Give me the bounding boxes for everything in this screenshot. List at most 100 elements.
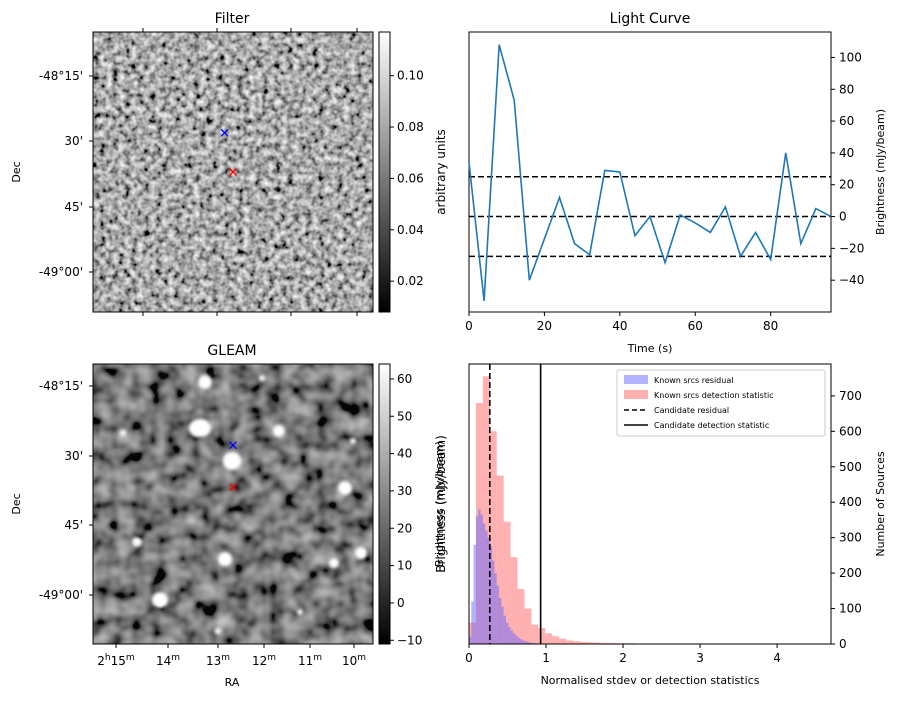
histogram-bar <box>513 633 515 644</box>
histogram-bar <box>497 586 499 644</box>
filter-y-tick-label: -48°15' <box>39 69 83 83</box>
histogram-bar <box>531 625 538 644</box>
histogram-bar <box>511 631 513 644</box>
histogram-bar <box>566 640 573 644</box>
colorbar-tick-label: 40 <box>397 447 412 461</box>
legend-entry: Known srcs detection statistic <box>654 391 774 400</box>
colorbar-tick-label: −10 <box>397 633 422 647</box>
histogram-bar <box>559 639 566 644</box>
histogram-bar <box>522 640 524 644</box>
legend-entry: Known srcs residual <box>654 376 733 385</box>
histogram-bar <box>474 545 476 644</box>
histogram-bar <box>478 509 480 644</box>
histogram-y-tick-label: 0 <box>839 637 847 651</box>
histogram-bar <box>492 561 494 644</box>
histogram-bar <box>518 638 520 644</box>
colorbar-tick-label: 0 <box>397 596 405 610</box>
colorbar-tick-label: 30 <box>397 484 412 498</box>
histogram-y-tick-label: 700 <box>839 389 862 403</box>
gleam-image <box>93 364 373 644</box>
colorbar-tick-label: 0.02 <box>397 274 424 288</box>
filter-y-tick-label: 30' <box>64 134 83 148</box>
histogram-bar <box>501 607 503 644</box>
filter-y-tick-label: -49°00' <box>39 265 83 279</box>
histogram-bar <box>485 531 487 644</box>
colorbar-tick-label: 0.04 <box>397 223 424 237</box>
filter-colorbar-ticks: 0.02 0.04 0.06 0.08 0.10 <box>390 69 424 289</box>
histogram-x-tick-label: 0 <box>465 651 473 665</box>
gleam-title: GLEAM <box>207 343 256 359</box>
legend-patch <box>624 390 648 399</box>
histogram-bar <box>504 616 506 644</box>
gleam-x-tick-label: 13m <box>206 653 230 668</box>
lightcurve-x-ticks: 0 20 40 60 80 <box>465 312 778 333</box>
histogram-x-tick-label: 4 <box>773 651 781 665</box>
gleam-panel: GLEAM <box>10 343 448 689</box>
histogram-y-tick-label: 300 <box>839 531 862 545</box>
histogram-y-tick-label: 400 <box>839 495 862 509</box>
gleam-x-tick-label: 14m <box>156 653 180 668</box>
legend-entry: Candidate residual <box>654 406 729 415</box>
histogram-left-label: Brightness (mJy/beam) <box>433 441 446 567</box>
lightcurve-x-tick-label: 40 <box>612 319 627 333</box>
histogram-bar <box>471 601 473 644</box>
histogram-y-tick-label: 600 <box>839 424 862 438</box>
histogram-y-tick-label: 200 <box>839 566 862 580</box>
lightcurve-y-tick-label: 80 <box>839 82 854 96</box>
histogram-y-label: Number of Sources <box>874 451 887 557</box>
lightcurve-x-tick-label: 20 <box>537 319 552 333</box>
lightcurve-x-tick-label: 80 <box>763 319 778 333</box>
lightcurve-x-tick-label: 0 <box>465 319 473 333</box>
filter-y-ticks: -48°15' 30' 45' -49°00' <box>39 69 93 279</box>
lightcurve-title: Light Curve <box>610 11 691 27</box>
histogram-bar <box>515 635 517 644</box>
lightcurve-x-label: Time (s) <box>627 342 673 355</box>
histogram-x-tick-label: 3 <box>696 651 704 665</box>
histogram-x-tick-label: 2 <box>619 651 627 665</box>
colorbar-tick-label: 60 <box>397 372 412 386</box>
histogram-y-tick-label: 500 <box>839 460 862 474</box>
histogram-bar <box>506 623 508 644</box>
gleam-y-tick-label: 45' <box>64 518 83 532</box>
gleam-x-tick-label: 11m <box>298 653 322 668</box>
histogram-legend: Known srcs residual Known srcs detection… <box>617 370 825 436</box>
histogram-bar <box>545 633 552 644</box>
colorbar-tick-label: 20 <box>397 521 412 535</box>
lightcurve-y-tick-label: 60 <box>839 114 854 128</box>
filter-y-tick-label: 45' <box>64 200 83 214</box>
colorbar-tick-label: 0.08 <box>397 120 424 134</box>
lightcurve-y-tick-label: 20 <box>839 178 854 192</box>
histogram-y-ticks: 0 100 200 300 400 500 600 700 <box>831 389 862 651</box>
histogram-bar <box>518 589 525 644</box>
legend-patch <box>624 375 648 384</box>
lightcurve-series-line <box>469 45 831 301</box>
gleam-y-label: Dec <box>10 493 23 514</box>
lightcurve-y-tick-label: −20 <box>839 241 864 255</box>
gleam-y-ticks: -48°15' 30' 45' -49°00' <box>39 379 93 602</box>
filter-title: Filter <box>215 11 250 27</box>
lightcurve-x-tick-label: 60 <box>688 319 703 333</box>
colorbar-tick-label: 50 <box>397 409 412 423</box>
colorbar-tick-label: 0.06 <box>397 171 424 185</box>
histogram-bar <box>483 523 485 644</box>
filter-y-label: Dec <box>10 161 23 182</box>
colorbar-tick-label: 0.10 <box>397 69 424 83</box>
lightcurve-y-tick-label: 0 <box>839 210 847 224</box>
histogram-x-label: Normalised stdev or detection statistics <box>541 674 760 687</box>
legend-entry: Candidate detection statistic <box>654 421 769 430</box>
gleam-colorbar <box>379 364 390 644</box>
gleam-x-label: RA <box>225 676 240 689</box>
histogram-bar <box>481 515 483 644</box>
gleam-y-tick-label: -48°15' <box>39 379 83 393</box>
filter-colorbar-label: arbitrary units <box>434 129 448 215</box>
filter-colorbar <box>379 32 390 312</box>
colorbar-tick-label: 10 <box>397 559 412 573</box>
histogram-y-tick-label: 100 <box>839 602 862 616</box>
lightcurve-y-tick-label: 40 <box>839 146 854 160</box>
histogram-bar <box>520 639 522 644</box>
